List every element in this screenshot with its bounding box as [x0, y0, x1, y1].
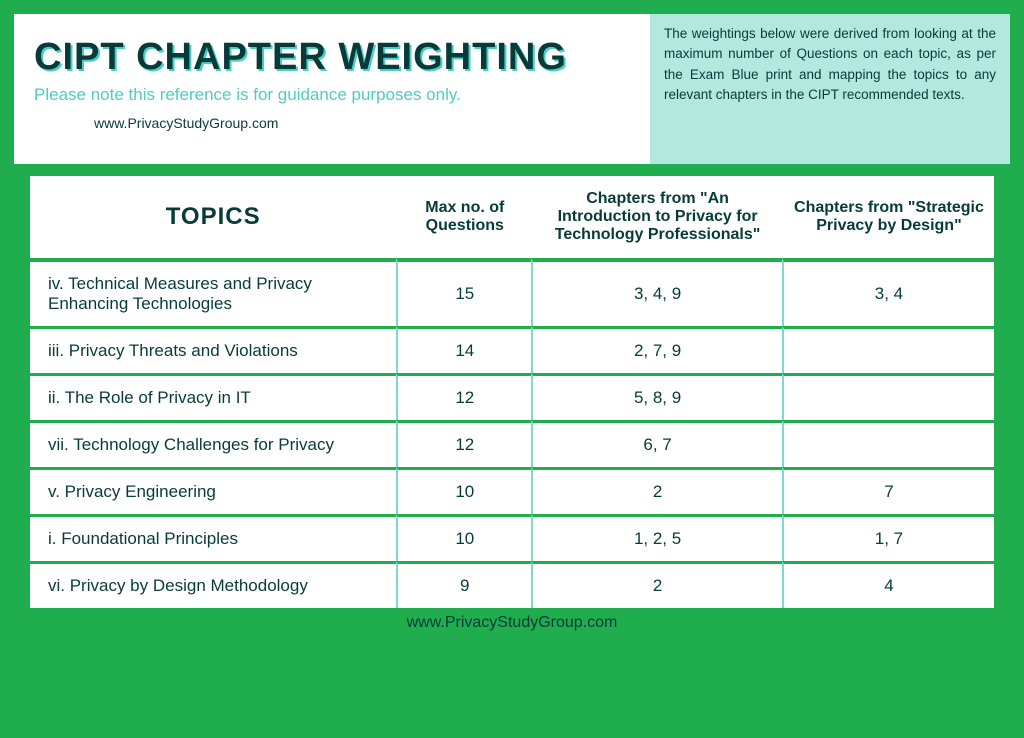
cell-ch2: 1, 7 — [782, 514, 994, 561]
cell-ch1: 2, 7, 9 — [531, 326, 782, 373]
weighting-table: TOPICS Max no. of Questions Chapters fro… — [30, 176, 994, 608]
col-chapters-book1: Chapters from "An Introduction to Privac… — [531, 176, 782, 258]
cell-ch1: 5, 8, 9 — [531, 373, 782, 420]
cell-max-q: 12 — [396, 420, 531, 467]
cell-max-q: 12 — [396, 373, 531, 420]
col-max-questions: Max no. of Questions — [396, 176, 531, 258]
cell-topic: iv. Technical Measures and Privacy Enhan… — [30, 258, 396, 326]
cell-max-q: 9 — [396, 561, 531, 608]
header-left: CIPT CHAPTER WEIGHTING Please note this … — [14, 14, 650, 164]
table-container: TOPICS Max no. of Questions Chapters fro… — [30, 176, 994, 608]
cell-max-q: 10 — [396, 514, 531, 561]
table-row: v. Privacy Engineering 10 2 7 — [30, 467, 994, 514]
cell-topic: v. Privacy Engineering — [30, 467, 396, 514]
table-row: i. Foundational Principles 10 1, 2, 5 1,… — [30, 514, 994, 561]
header-bar: CIPT CHAPTER WEIGHTING Please note this … — [14, 14, 1010, 164]
cell-ch1: 6, 7 — [531, 420, 782, 467]
cell-max-q: 14 — [396, 326, 531, 373]
cell-topic: vi. Privacy by Design Methodology — [30, 561, 396, 608]
cell-ch2 — [782, 373, 994, 420]
cell-topic: vii. Technology Challenges for Privacy — [30, 420, 396, 467]
cell-ch2: 3, 4 — [782, 258, 994, 326]
info-box: The weightings below were derived from l… — [650, 14, 1010, 164]
cell-topic: ii. The Role of Privacy in IT — [30, 373, 396, 420]
table-row: vi. Privacy by Design Methodology 9 2 4 — [30, 561, 994, 608]
table-row: iii. Privacy Threats and Violations 14 2… — [30, 326, 994, 373]
page-subtitle: Please note this reference is for guidan… — [34, 85, 640, 105]
page-title: CIPT CHAPTER WEIGHTING — [34, 36, 640, 79]
col-topics: TOPICS — [30, 176, 396, 258]
header-url: www.PrivacyStudyGroup.com — [94, 115, 640, 131]
table-row: ii. The Role of Privacy in IT 12 5, 8, 9 — [30, 373, 994, 420]
cell-ch2: 4 — [782, 561, 994, 608]
cell-ch2 — [782, 420, 994, 467]
footer-url: www.PrivacyStudyGroup.com — [0, 614, 1024, 632]
cell-topic: iii. Privacy Threats and Violations — [30, 326, 396, 373]
cell-ch1: 3, 4, 9 — [531, 258, 782, 326]
table-row: vii. Technology Challenges for Privacy 1… — [30, 420, 994, 467]
col-chapters-book2: Chapters from "Strategic Privacy by Desi… — [782, 176, 994, 258]
cell-ch2: 7 — [782, 467, 994, 514]
table-row: iv. Technical Measures and Privacy Enhan… — [30, 258, 994, 326]
table-header-row: TOPICS Max no. of Questions Chapters fro… — [30, 176, 994, 258]
cell-ch1: 2 — [531, 561, 782, 608]
cell-ch1: 2 — [531, 467, 782, 514]
cell-topic: i. Foundational Principles — [30, 514, 396, 561]
cell-ch1: 1, 2, 5 — [531, 514, 782, 561]
cell-max-q: 10 — [396, 467, 531, 514]
cell-max-q: 15 — [396, 258, 531, 326]
cell-ch2 — [782, 326, 994, 373]
